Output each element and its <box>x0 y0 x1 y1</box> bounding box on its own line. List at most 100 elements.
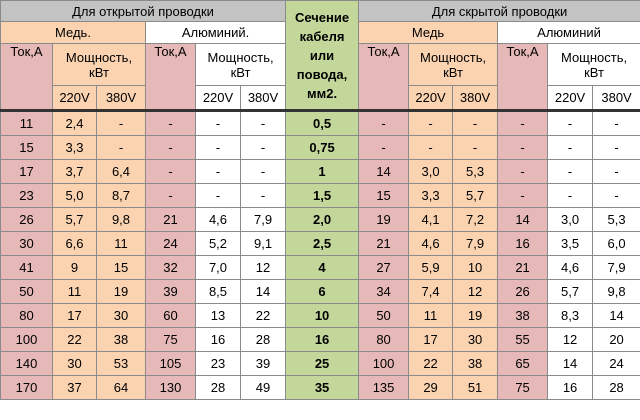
cell: 5,2 <box>195 231 241 256</box>
cell: 7,2 <box>452 207 499 232</box>
data-row: 80 17 30 60 13 22 10 50 11 19 38 8,3 14 <box>0 303 640 328</box>
section-cell: 1,5 <box>285 183 360 208</box>
cell: 8,3 <box>547 303 594 328</box>
section-cell: 0,5 <box>285 110 360 136</box>
section-cell: 2,0 <box>285 207 360 232</box>
cell: 4,6 <box>547 255 594 280</box>
data-row: 23 5,0 8,7- - -1,5 15 3,3 5,7- - - <box>0 183 640 208</box>
cell: 50 <box>0 279 53 304</box>
cell: 4,6 <box>408 231 454 256</box>
cell: 10 <box>452 255 499 280</box>
cell: 20 <box>592 327 640 352</box>
cell: - <box>547 183 594 208</box>
cell: 3,0 <box>547 207 594 232</box>
section-cell: 35 <box>285 375 360 400</box>
data-row: 11 2,4- - - -0,5- - - - - - <box>0 110 640 136</box>
cell: 30 <box>96 303 146 328</box>
cell: 12 <box>452 279 499 304</box>
cell: 3,3 <box>408 183 454 208</box>
cell: - <box>239 159 287 184</box>
cell: 7,9 <box>592 255 640 280</box>
cell: - <box>239 135 287 160</box>
cell: - <box>547 110 594 136</box>
section-cell: 10 <box>285 303 360 328</box>
cell: - <box>358 110 410 136</box>
cell: 32 <box>145 255 196 280</box>
material-header: Алюминий <box>497 21 640 44</box>
cell: - <box>195 110 241 136</box>
section-cell: 2,5 <box>285 231 360 256</box>
section-cell: 16 <box>285 327 360 352</box>
cell: - <box>408 135 454 160</box>
cell: - <box>497 110 549 136</box>
cell: 11 <box>0 110 53 136</box>
material-header: Алюминий. <box>144 21 287 44</box>
cell: 14 <box>358 159 410 184</box>
cell: - <box>96 110 146 136</box>
cell: 14 <box>239 279 287 304</box>
cell: 15 <box>0 135 53 160</box>
cell: - <box>592 110 640 136</box>
cell: - <box>592 135 640 160</box>
section-cell: 6 <box>285 279 360 304</box>
cell: 28 <box>239 327 287 352</box>
cell: 41 <box>0 255 53 280</box>
cell: 30 <box>0 231 53 256</box>
current-header: Ток,А <box>0 43 53 112</box>
cell: 50 <box>358 303 410 328</box>
cell: 135 <box>358 375 410 400</box>
cell: 49 <box>239 375 287 400</box>
cell: 23 <box>195 351 241 376</box>
cell: 23 <box>0 183 53 208</box>
cell: - <box>497 183 549 208</box>
current-header: Ток,А <box>145 43 196 112</box>
cell: 75 <box>145 327 196 352</box>
cell: 5,7 <box>547 279 594 304</box>
cell: 130 <box>145 375 196 400</box>
cell: 7,9 <box>452 231 499 256</box>
cell: 3,3 <box>52 135 97 160</box>
cell: - <box>145 183 196 208</box>
cell: 21 <box>358 231 410 256</box>
cell: 12 <box>547 327 594 352</box>
data-row: 100 22 38 75 16 28 16 80 17 30 55 12 20 <box>0 327 640 352</box>
cell: - <box>145 159 196 184</box>
cell: 65 <box>497 351 549 376</box>
cell: - <box>408 110 454 136</box>
cell: 4,1 <box>408 207 454 232</box>
cell: 29 <box>408 375 454 400</box>
voltage-header: 220V <box>408 85 454 112</box>
cell: - <box>195 183 241 208</box>
cell: 19 <box>96 279 146 304</box>
cell: 6,0 <box>592 231 640 256</box>
cell: - <box>195 159 241 184</box>
header-row: Ток,А Мощность, кВт Ток,А Мощность, кВт … <box>0 43 640 112</box>
cell: 17 <box>0 159 53 184</box>
cell: 9,1 <box>239 231 287 256</box>
cell: 7,4 <box>408 279 454 304</box>
cell: 15 <box>96 255 146 280</box>
voltage-header: 380V <box>96 85 146 112</box>
cell: 80 <box>358 327 410 352</box>
cell: - <box>452 110 499 136</box>
header-row: Для открытой проводки Сечение кабеля или… <box>0 0 640 112</box>
cell: 11 <box>52 279 97 304</box>
cell: 21 <box>145 207 196 232</box>
cell: 7,0 <box>195 255 241 280</box>
group-title: Для открытой проводки <box>0 0 287 22</box>
cell: 100 <box>0 327 53 352</box>
cell: 51 <box>452 375 499 400</box>
cell: 80 <box>0 303 53 328</box>
data-row: 26 5,7 9,8 21 4,6 7,9 2,0 19 4,1 7,2 14 3,0 5,3 <box>0 207 640 232</box>
cell: 17 <box>408 327 454 352</box>
cell: - <box>497 159 549 184</box>
cell: - <box>497 135 549 160</box>
power-header: Мощность, кВт <box>52 43 146 86</box>
cell: 22 <box>239 303 287 328</box>
cell: 22 <box>408 351 454 376</box>
cell: 3,5 <box>547 231 594 256</box>
data-row: 140 30 53 105 23 39 25 100 22 38 65 14 24 <box>0 351 640 376</box>
current-header: Ток,А <box>358 43 410 112</box>
cell: - <box>547 159 594 184</box>
cell: 3,7 <box>52 159 97 184</box>
